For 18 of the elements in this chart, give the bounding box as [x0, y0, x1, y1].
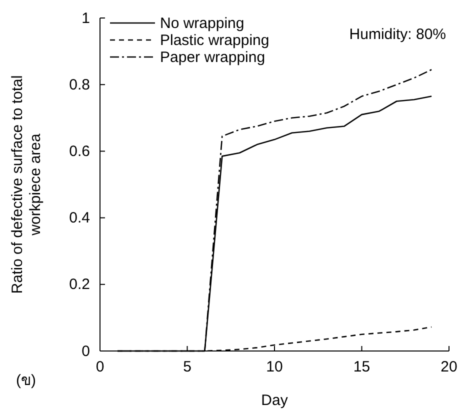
x-tick-label: 0: [96, 358, 104, 376]
x-tick-label: 15: [353, 358, 370, 376]
legend-label: Paper wrapping: [160, 49, 266, 66]
x-tick-label: 10: [266, 358, 283, 376]
annotation: Humidity: 80%: [349, 26, 446, 43]
text: (ข): [16, 372, 36, 389]
x-axis-title: Day: [261, 392, 288, 409]
y-tick-label: 0.2: [69, 276, 90, 294]
legend-label: No wrapping: [160, 15, 244, 32]
y-tick-label: 0.8: [69, 76, 90, 94]
x-tick-label: 20: [440, 358, 458, 376]
y-tick-label: 0: [82, 342, 90, 360]
y-tick-label: 1: [82, 10, 90, 27]
legend-label: Plastic wrapping: [160, 32, 270, 49]
x-tick-label: 5: [183, 358, 192, 376]
y-tick-label: 0.6: [69, 143, 90, 160]
y-tick-label: 0.4: [69, 210, 90, 227]
y-axis-title: Ratio of defective surface to total workpiece area: [9, 75, 44, 294]
